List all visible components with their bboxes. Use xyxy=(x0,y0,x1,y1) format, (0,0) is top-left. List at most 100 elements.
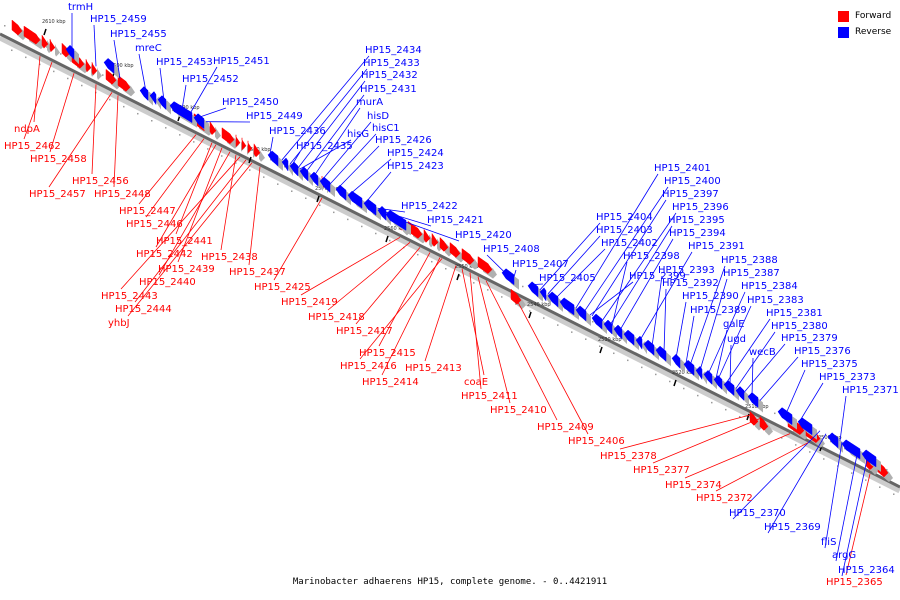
gene-label-mrec: mreC xyxy=(135,43,162,54)
scale-tick-lower xyxy=(389,239,391,242)
forward-gene xyxy=(85,59,92,73)
gene-label-hp15-2377: HP15_2377 xyxy=(633,465,690,476)
scale-tick-upper xyxy=(774,412,776,415)
scale-tick-lower xyxy=(151,120,153,122)
scale-tick-lower xyxy=(165,127,167,129)
gene-label-hp15-2408: HP15_2408 xyxy=(483,244,540,255)
gene-label-hp15-2435: HP15_2435 xyxy=(296,141,353,152)
reverse-gene xyxy=(501,268,515,286)
label-leader-lines xyxy=(23,13,871,577)
leader-line-hisd xyxy=(321,121,372,181)
forward-gene-shadow xyxy=(97,67,102,80)
forward-gene xyxy=(49,39,56,53)
leader-line-hp15-2453 xyxy=(159,67,165,101)
gene-label-hp15-2388: HP15_2388 xyxy=(721,255,778,266)
scale-tick-lower xyxy=(487,289,489,291)
gene-label-hp15-2398: HP15_2398 xyxy=(623,251,680,262)
reverse-gene xyxy=(547,291,559,308)
forward-gene xyxy=(235,134,241,148)
forward-gene xyxy=(247,140,253,154)
gene-label-hp15-2399: HP15_2399 xyxy=(629,271,686,282)
forward-gene xyxy=(23,25,41,45)
leader-line-hp15-2418 xyxy=(327,242,411,311)
scale-tick-lower xyxy=(249,169,251,171)
gene-label-hp15-2457: HP15_2457 xyxy=(29,189,86,200)
scale-marker xyxy=(599,346,603,354)
leader-line-hp15-2395 xyxy=(609,225,673,326)
leader-line-hp15-2387 xyxy=(699,278,728,371)
scale-tick-upper xyxy=(102,74,104,76)
forward-gene xyxy=(221,127,235,145)
leader-line-hp15-2435 xyxy=(291,151,301,166)
scale-tick-upper xyxy=(284,165,286,168)
scale-tick-lower xyxy=(823,458,825,460)
leader-line-hp15-2407 xyxy=(513,269,517,277)
scale-tick-lower xyxy=(515,303,517,305)
reverse-gene xyxy=(703,369,713,385)
gene-label-hp15-2381: HP15_2381 xyxy=(766,308,823,319)
legend-swatch-reverse xyxy=(838,26,849,38)
gene-label-hp15-2396: HP15_2396 xyxy=(672,202,729,213)
reverse-gene xyxy=(539,287,547,302)
scale-marker xyxy=(43,28,47,36)
scale-tick-lower xyxy=(571,331,573,333)
gene-label-ndpa: ndpA xyxy=(14,124,40,135)
leader-line-hp15-2381 xyxy=(725,318,771,384)
leader-line-hp15-2408 xyxy=(486,254,505,272)
scale-label: 2590 kbp xyxy=(176,105,200,111)
gene-label-hp15-2405: HP15_2405 xyxy=(539,273,596,284)
gene-label-hp15-2449: HP15_2449 xyxy=(246,111,303,122)
reverse-gene xyxy=(861,449,877,468)
forward-gene xyxy=(11,19,23,36)
gene-label-hp15-2438: HP15_2438 xyxy=(201,252,258,263)
scale-tick-lower xyxy=(851,472,853,474)
figure-caption: Marinobacter adhaerens HP15, complete ge… xyxy=(292,577,608,587)
scale-tick-upper xyxy=(270,158,272,161)
leader-line-hp15-2370 xyxy=(732,430,821,520)
scale-tick-lower xyxy=(81,84,83,87)
gene-label-hp15-2420: HP15_2420 xyxy=(455,230,512,241)
leader-line-hp15-2365 xyxy=(845,473,871,576)
scale-tick-lower xyxy=(375,232,377,235)
gene-label-hp15-2387: HP15_2387 xyxy=(723,268,780,279)
leader-line-hp15-2459 xyxy=(93,24,97,67)
scale-tick-lower xyxy=(179,134,181,136)
leader-line-hp15-2373 xyxy=(799,382,824,421)
forward-gene xyxy=(91,62,98,76)
reverse-gene xyxy=(623,329,635,346)
gene-label-hp15-2390: HP15_2390 xyxy=(682,291,739,302)
gene-label-hp15-2389: HP15_2389 xyxy=(690,305,747,316)
leader-line-hp15-2405 xyxy=(529,283,544,286)
leader-line-hp15-2410 xyxy=(477,276,511,404)
scale-tick-lower xyxy=(473,282,475,284)
gene-label-hp15-2422: HP15_2422 xyxy=(401,201,458,212)
gene-label-hp15-2400: HP15_2400 xyxy=(664,176,721,187)
gene-label-hp15-2416: HP15_2416 xyxy=(340,361,397,372)
reverse-gene xyxy=(385,209,407,231)
leader-line-hp15-2394 xyxy=(619,238,674,331)
leader-line-hp15-2389 xyxy=(685,315,695,364)
leader-line-mura xyxy=(313,107,361,177)
gene-label-hp15-2393: HP15_2393 xyxy=(658,265,715,276)
gene-label-hp15-2391: HP15_2391 xyxy=(688,241,745,252)
leader-line-hp15-2417 xyxy=(355,247,421,325)
gene-label-hp15-2369: HP15_2369 xyxy=(764,522,821,533)
scale-tick-lower xyxy=(627,359,629,362)
leader-line-hisg xyxy=(299,139,352,170)
leader-line-hp15-2422 xyxy=(377,207,406,213)
scale-tick-lower xyxy=(585,338,587,340)
gene-label-hp15-2444: HP15_2444 xyxy=(115,304,172,315)
reverse-gene xyxy=(827,432,839,449)
gene-label-hp15-2392: HP15_2392 xyxy=(662,278,719,289)
reverse-gene xyxy=(289,161,299,177)
leader-line-hp15-2396 xyxy=(601,212,677,322)
forward-gene xyxy=(61,42,71,58)
scale-tick-lower xyxy=(697,394,699,397)
scale-tick-lower xyxy=(207,148,209,150)
scale-tick-lower xyxy=(865,479,867,481)
gene-label-hp15-2403: HP15_2403 xyxy=(596,225,653,236)
reverse-gene xyxy=(723,380,735,396)
gene-label-hp15-2410: HP15_2410 xyxy=(490,405,547,416)
reverse-gene xyxy=(655,345,667,362)
